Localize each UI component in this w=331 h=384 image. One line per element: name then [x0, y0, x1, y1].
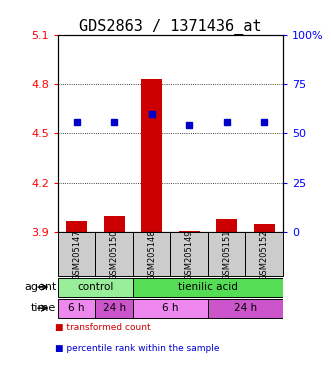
Text: GSM205148: GSM205148	[147, 229, 156, 280]
Bar	[104, 216, 124, 232]
Bar	[170, 232, 208, 276]
Text: 24 h: 24 h	[103, 303, 126, 313]
Text: ■ percentile rank within the sample: ■ percentile rank within the sample	[55, 344, 219, 353]
Text: 6 h: 6 h	[162, 303, 179, 313]
Bar	[133, 232, 170, 276]
Bar	[95, 232, 133, 276]
Bar	[95, 299, 133, 318]
Text: agent: agent	[24, 282, 56, 292]
Bar	[246, 232, 283, 276]
Bar	[208, 232, 246, 276]
Bar	[254, 224, 274, 232]
Bar	[66, 221, 87, 232]
Text: control: control	[77, 281, 114, 291]
Text: GSM205147: GSM205147	[72, 229, 81, 280]
Bar	[133, 299, 208, 318]
Text: 24 h: 24 h	[234, 303, 257, 313]
Bar	[58, 278, 133, 296]
Bar	[179, 231, 200, 232]
Text: GSM205152: GSM205152	[260, 229, 269, 280]
Bar	[208, 299, 283, 318]
Text: time: time	[31, 303, 56, 313]
Text: GSM205149: GSM205149	[185, 229, 194, 280]
Text: 6 h: 6 h	[69, 303, 85, 313]
Text: GSM205150: GSM205150	[110, 229, 119, 280]
Bar	[58, 232, 95, 276]
Title: GDS2863 / 1371436_at: GDS2863 / 1371436_at	[79, 18, 262, 35]
Bar	[216, 219, 237, 232]
Text: tienilic acid: tienilic acid	[178, 281, 238, 291]
Text: GSM205151: GSM205151	[222, 229, 231, 280]
Bar	[141, 79, 162, 232]
Bar	[58, 299, 95, 318]
Bar	[133, 278, 283, 296]
Text: ■ transformed count: ■ transformed count	[55, 323, 150, 331]
